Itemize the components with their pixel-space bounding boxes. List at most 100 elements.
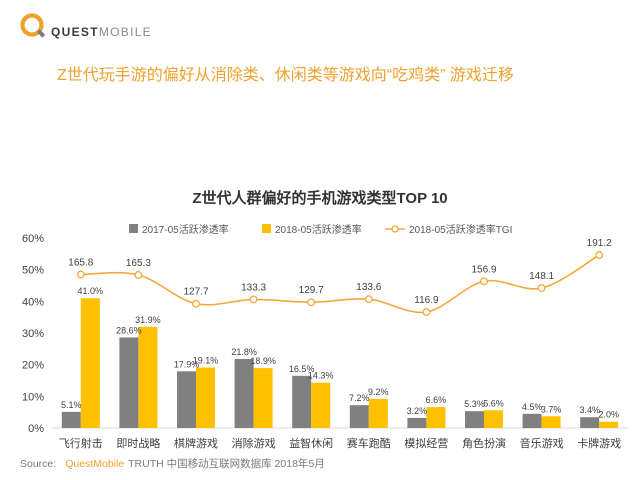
tgi-label: 116.9 [414,295,439,306]
value-label-2017: 21.8% [231,347,257,357]
tgi-label: 133.3 [241,282,266,293]
tgi-point [307,298,316,307]
value-label-2018: 5.6% [483,398,504,408]
bar-2018 [196,367,215,428]
tgi-line [80,254,600,314]
page-headline: Z世代玩手游的偏好从消除类、休闲类等游戏向“吃鸡类” 游戏迁移 [57,67,514,84]
value-label-2018: 18.9% [250,356,276,366]
bar-2018 [599,421,619,428]
bar-2017 [234,359,254,428]
bar-2018 [80,298,100,428]
legend-line-marker [385,224,405,233]
questmobile-logo [20,13,45,38]
value-label-2018: 6.6% [426,395,447,405]
category-label: 音乐游戏 [520,436,564,450]
bar-2018 [311,382,331,428]
tgi-label: 165.8 [68,258,93,269]
bar-2018 [253,368,273,428]
legend-item-2017: 2017-05活跃渗透率 [129,222,229,236]
y-tick-label: 60% [22,233,44,245]
category-label: 益智休闲 [289,436,333,450]
value-label-2017: 16.5% [289,364,315,374]
value-label-2017: 3.2% [407,406,428,416]
y-tick-label: 20% [22,360,44,372]
bar-2017 [119,337,139,428]
legend-swatch-2017 [129,224,138,233]
brand-part-mobile: MOBILE [98,25,152,39]
tgi-label: 127.7 [183,287,208,298]
tgi-point [537,284,546,293]
tgi-point [595,251,604,259]
bar-2017 [61,411,81,428]
y-tick-label: 0% [28,423,44,435]
labels-group: 5.1% 28.6% 17.9% 21.8% 16.5% 7.2% 3.2% 5.3% 4.5%… [61,238,619,420]
tgi-point [249,295,258,304]
category-label: 角色扮演 [462,436,506,450]
bar-2018 [541,416,561,428]
legend-label-2018: 2018-05活跃渗透率 [275,225,362,236]
category-label: 模拟经营 [404,436,448,450]
y-tick-label: 30% [22,328,44,340]
value-label-2017: 17.9% [174,359,200,369]
tgi-label: 156.9 [471,264,496,275]
bar-2017 [177,371,196,428]
tgi-line-group [76,251,604,316]
bar-2018 [138,327,158,428]
value-label-2017: 7.2% [349,393,370,403]
brand-wordmark: QUESTMOBILE [51,25,152,39]
tgi-label: 191.2 [587,238,612,249]
tgi-point [134,270,143,279]
legend-label-2017: 2017-05活跃渗透率 [142,225,229,236]
value-label-2018: 9.2% [368,387,389,397]
bar-2017 [580,417,600,428]
bar-2017 [407,417,427,428]
chart-title: Z世代人群偏好的手机游戏类型TOP 10 [192,190,448,207]
category-label: 消除游戏 [232,436,276,450]
tgi-point [364,295,373,304]
category-label: 飞行射击 [59,436,103,450]
bar-2017 [465,411,484,428]
chart-legend: 2017-05活跃渗透率 2018-05活跃渗透率 2018-05活跃渗透率TG… [129,222,529,236]
source-text: TRUTH 中国移动互联网数据库 2018年5月 [128,458,325,470]
value-label-2018: 3.7% [541,404,562,414]
value-label-2018: 19.1% [193,356,219,366]
tgi-point [422,308,431,316]
tgi-label: 148.1 [529,271,554,282]
bar-2018 [484,410,503,428]
legend-item-2018: 2018-05活跃渗透率 [262,222,362,236]
category-label: 卡牌游戏 [577,436,621,450]
legend-label-tgi: 2018-05活跃渗透率TGI [409,225,513,236]
value-label-2018: 14.3% [308,371,334,381]
tgi-point [480,277,488,286]
category-label: 即时战略 [116,436,160,450]
tgi-point [76,270,85,279]
y-tick-label: 40% [22,296,44,308]
bar-2017 [522,413,542,429]
value-label-2017: 3.4% [579,405,600,415]
value-label-2018: 2.0% [598,410,619,420]
bar-2017 [292,375,312,429]
value-label-2017: 5.3% [464,399,485,409]
tgi-label: 165.3 [126,258,151,269]
tgi-label: 129.7 [299,285,324,296]
value-label-2017: 4.5% [522,402,543,412]
tgi-label: 133.6 [356,282,381,293]
legend-item-tgi: 2018-05活跃渗透率TGI [385,222,513,236]
y-tick-label: 50% [22,265,44,277]
source-note: Source: QuestMobile TRUTH 中国移动互联网数据库 2018年… [20,458,325,471]
value-label-2017: 5.1% [61,400,82,410]
category-label: 棋牌游戏 [174,436,218,450]
bars-group [61,298,619,429]
brand-part-quest: QUEST [51,25,99,39]
bar-2018 [426,407,446,428]
category-label: 赛车跑酷 [347,436,391,450]
value-label-2018: 41.0% [78,286,104,296]
value-label-2018: 31.9% [135,315,161,325]
bar-2018 [368,398,388,428]
value-label-2017: 28.6% [116,325,142,335]
tgi-point [192,299,200,308]
source-brand: QuestMobile [65,458,125,470]
source-prefix: Source: [20,458,57,470]
legend-swatch-2018 [262,224,271,233]
